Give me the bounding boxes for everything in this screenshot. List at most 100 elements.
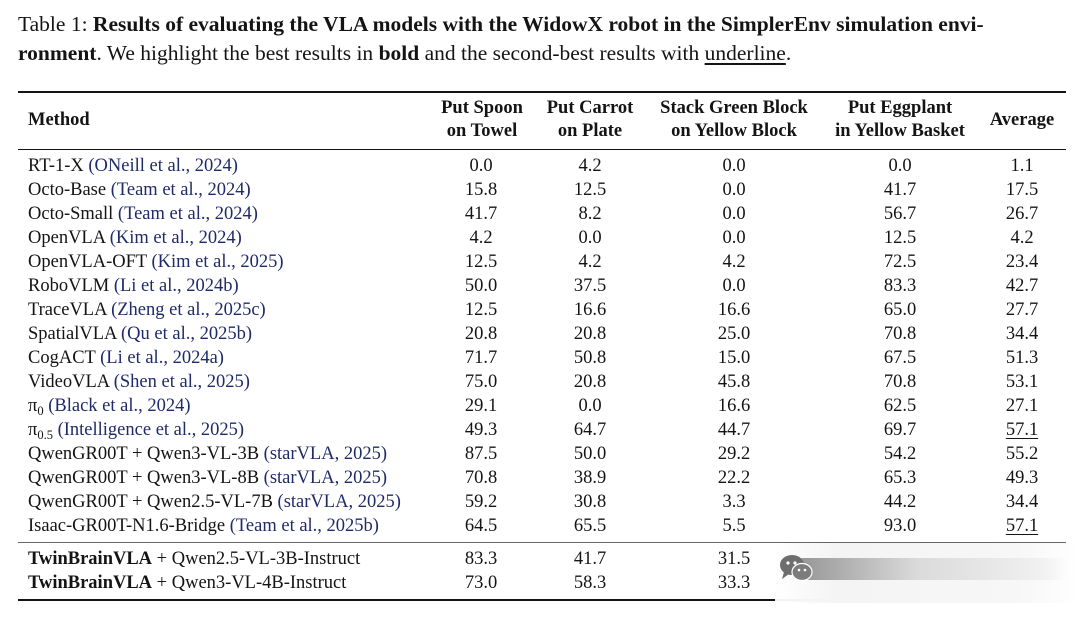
value-cell: 57.1	[1005, 516, 1039, 536]
method-name: QwenGR00T + Qwen2.5-VL-7B	[28, 492, 273, 512]
method-cell: QwenGR00T + Qwen3-VL-8B (starVLA, 2025)	[28, 466, 387, 490]
header-method: Method	[28, 110, 90, 130]
header-put-spoon: Put Spoon on Towel	[432, 97, 532, 143]
value-cell: 4.2	[469, 228, 493, 248]
citation-link[interactable]: (starVLA, 2025)	[263, 444, 387, 464]
value-cell: 70.8	[883, 324, 917, 344]
value-cell: 44.7	[717, 420, 751, 440]
method-cell: Octo-Base (Team et al., 2024)	[28, 178, 251, 202]
value-cell: 3.3	[722, 492, 746, 512]
header-line: Put Carrot	[546, 98, 634, 118]
value-cell: 38.9	[573, 468, 607, 488]
value-cell: 87.5	[464, 444, 498, 464]
citation-link[interactable]: (Zheng et al., 2025c)	[111, 300, 266, 320]
caption-text: . We highlight the best results in	[96, 41, 379, 65]
method-name: RoboVLM	[28, 276, 110, 296]
value-cell: 4.2	[722, 252, 746, 272]
citation-link[interactable]: (Qu et al., 2025b)	[121, 324, 253, 344]
caption-underline-word: underline	[704, 41, 786, 65]
value-cell: 54.2	[883, 444, 917, 464]
table-row: CogACT (Li et al., 2024a) 71.7 50.8 15.0 67.…	[0, 346, 1080, 370]
table-row: TraceVLA (Zheng et al., 2025c) 12.5 16.6 16…	[0, 298, 1080, 322]
method-suffix: + Qwen3-VL-4B-Instruct	[152, 573, 347, 593]
caption-text: and the second-best results with	[419, 41, 705, 65]
table-top-rule	[18, 91, 1066, 93]
citation-link[interactable]: (Li et al., 2024a)	[100, 348, 224, 368]
method-name: π	[28, 396, 38, 416]
value-cell: 75.0	[464, 372, 498, 392]
value-cell: 57.1	[1005, 420, 1039, 440]
value-cell: 72.5	[883, 252, 917, 272]
value-cell: 50.0	[464, 276, 498, 296]
value-cell: 12.5	[883, 228, 917, 248]
value-cell: 4.2	[1010, 228, 1034, 248]
method-name: Octo-Small	[28, 204, 114, 224]
header-stack-block: Stack Green Block on Yellow Block	[649, 97, 819, 143]
value-cell: 4.2	[578, 156, 602, 176]
value-cell: 70.8	[883, 372, 917, 392]
citation-link[interactable]: (Team et al., 2024)	[117, 204, 258, 224]
value-cell: 71.7	[464, 348, 498, 368]
method-cell: Octo-Small (Team et al., 2024)	[28, 202, 258, 226]
value-cell: 0.0	[722, 204, 746, 224]
table-row: π0 (Black et al., 2024) 29.1 0.0 16.6 62.5 27…	[0, 394, 1080, 418]
value-cell: 59.2	[464, 492, 498, 512]
method-cell: RT-1-X (ONeill et al., 2024)	[28, 154, 238, 178]
value-cell: 50.8	[573, 348, 607, 368]
header-average: Average	[989, 110, 1055, 130]
value-cell: 83.3	[464, 549, 498, 569]
table-row-ours: TwinBrainVLA + Qwen3-VL-4B-Instruct 73.0 5…	[0, 571, 1080, 595]
citation-link[interactable]: (Kim et al., 2025)	[151, 252, 284, 272]
citation-link[interactable]: (Black et al., 2024)	[48, 396, 191, 416]
citation-link[interactable]: (starVLA, 2025)	[277, 492, 401, 512]
value-cell: 27.1	[1005, 396, 1039, 416]
value-cell: 12.5	[573, 180, 607, 200]
value-cell: 49.3	[464, 420, 498, 440]
value-cell: 15.8	[464, 180, 498, 200]
citation-link[interactable]: (Intelligence et al., 2025)	[57, 420, 245, 440]
header-line: on Plate	[557, 121, 623, 141]
method-name: TraceVLA	[28, 300, 107, 320]
method-subscript: 0.5	[37, 428, 53, 442]
value-cell: 22.2	[717, 468, 751, 488]
method-cell: OpenVLA-OFT (Kim et al., 2025)	[28, 250, 284, 274]
table-row: Octo-Small (Team et al., 2024) 41.7 8.2 0.0…	[0, 202, 1080, 226]
method-cell: QwenGR00T + Qwen3-VL-3B (starVLA, 2025)	[28, 442, 387, 466]
value-cell: 27.7	[1005, 300, 1039, 320]
method-name: SpatialVLA	[28, 324, 117, 344]
table-row: π0.5 (Intelligence et al., 2025) 49.3 64.7…	[0, 418, 1080, 442]
header-line: on Towel	[446, 121, 518, 141]
value-cell: 0.0	[888, 156, 912, 176]
table-row: Isaac-GR00T-N1.6-Bridge (Team et al., 20…	[0, 514, 1080, 538]
value-cell: 41.7	[883, 180, 917, 200]
value-cell: 62.5	[883, 396, 917, 416]
method-cell: Isaac-GR00T-N1.6-Bridge (Team et al., 20…	[28, 514, 379, 538]
citation-link[interactable]: (Kim et al., 2024)	[109, 228, 242, 248]
citation-link[interactable]: (ONeill et al., 2024)	[88, 156, 238, 176]
method-subscript: 0	[37, 404, 44, 418]
value-cell: 20.8	[464, 324, 498, 344]
citation-link[interactable]: (Team et al., 2025b)	[229, 516, 379, 536]
method-name: CogACT	[28, 348, 96, 368]
table-row: OpenVLA-OFT (Kim et al., 2025) 12.5 4.2 4.2…	[0, 250, 1080, 274]
caption-bold-word: bold	[378, 41, 420, 65]
value-cell: 44.2	[883, 492, 917, 512]
value-cell: 65.0	[883, 300, 917, 320]
value-cell: 0.0	[578, 228, 602, 248]
citation-link[interactable]: (Shen et al., 2025)	[113, 372, 250, 392]
value-cell: 41.7	[573, 549, 607, 569]
table-row: Octo-Base (Team et al., 2024) 15.8 12.5 0.0…	[0, 178, 1080, 202]
table-row: RoboVLM (Li et al., 2024b) 50.0 37.5 0.0 83.…	[0, 274, 1080, 298]
method-name: QwenGR00T + Qwen3-VL-8B	[28, 468, 260, 488]
citation-link[interactable]: (starVLA, 2025)	[263, 468, 387, 488]
value-cell: 16.6	[573, 300, 607, 320]
method-cell: TwinBrainVLA + Qwen3-VL-4B-Instruct	[28, 571, 346, 595]
value-cell: 17.5	[1005, 180, 1039, 200]
value-cell: 45.8	[717, 372, 751, 392]
wechat-icon	[780, 555, 813, 582]
value-cell: 58.3	[573, 573, 607, 593]
citation-link[interactable]: (Team et al., 2024)	[110, 180, 251, 200]
method-cell: RoboVLM (Li et al., 2024b)	[28, 274, 239, 298]
citation-link[interactable]: (Li et al., 2024b)	[113, 276, 239, 296]
value-cell: 69.7	[883, 420, 917, 440]
